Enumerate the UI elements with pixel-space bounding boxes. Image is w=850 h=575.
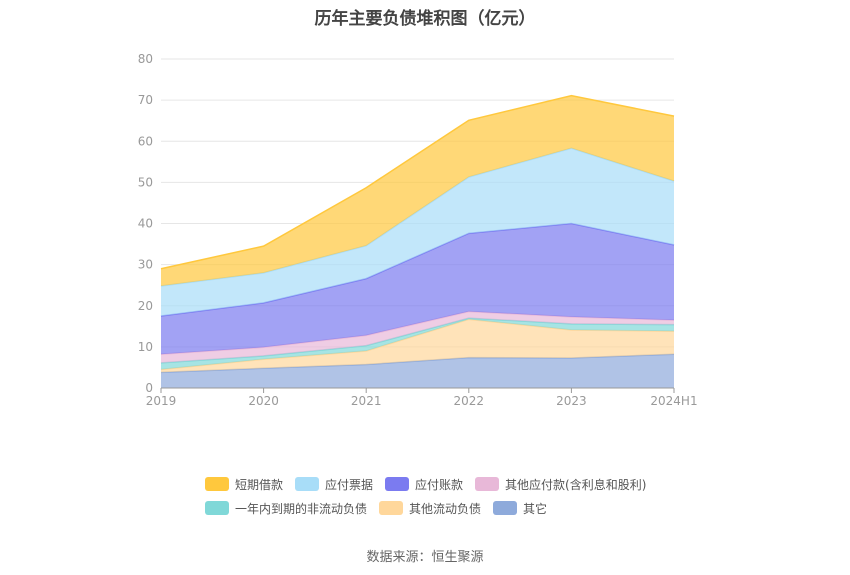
y-tick-label: 20 <box>138 299 153 313</box>
legend-swatch <box>205 477 229 491</box>
x-tick-label: 2023 <box>556 394 587 408</box>
legend: 短期借款 应付票据 应付账款 其他应付款(含利息和股利) 一年内到期的非流动负债 其他流动… <box>205 472 725 520</box>
x-tick-label: 2019 <box>146 394 177 408</box>
legend-swatch <box>295 477 320 491</box>
y-tick-label: 60 <box>138 134 153 148</box>
area-其它 <box>161 354 674 388</box>
legend-label: 其它 <box>523 501 548 516</box>
legend-label: 应付票据 <box>325 477 374 492</box>
legend-label: 其他流动负债 <box>409 501 482 516</box>
x-tick-label: 2021 <box>351 394 382 408</box>
legend-label: 短期借款 <box>235 477 284 492</box>
area-短期借款 <box>161 95 674 287</box>
y-tick-label: 70 <box>138 93 153 107</box>
legend-swatch <box>379 501 404 515</box>
y-tick-label: 50 <box>138 175 153 189</box>
legend-label: 其他应付款(含利息和股利) <box>505 477 647 492</box>
area-edge-短期借款 <box>160 94 675 270</box>
x-tick-label: 2024H1 <box>650 394 697 408</box>
axes: 0 10 20 30 40 50 60 70 80 2019 2020 2021 2022 2023 202… <box>138 52 698 408</box>
area-其他流动负债 <box>161 319 674 373</box>
legend-row: 短期借款 应付票据 应付账款 其他应付款(含利息和股利) <box>205 472 725 496</box>
legend-item[interactable]: 一年内到期的非流动负债 <box>205 500 367 517</box>
legend-label: 一年内到期的非流动负债 <box>235 501 368 516</box>
area-应付账款 <box>161 223 674 355</box>
y-tick-label: 30 <box>138 258 153 272</box>
area-应付票据 <box>161 148 674 317</box>
area-series <box>160 94 675 388</box>
legend-item[interactable]: 其它 <box>493 500 547 517</box>
x-tick-label: 2020 <box>248 394 279 408</box>
y-tick-label: 80 <box>138 52 153 66</box>
legend-row: 一年内到期的非流动负债 其他流动负债 其它 <box>205 496 725 520</box>
chart-title: 历年主要负债堆积图（亿元） <box>314 9 536 29</box>
legend-swatch <box>385 477 410 491</box>
legend-item[interactable]: 应付账款 <box>385 476 463 493</box>
area-一年内到期的非流动负债 <box>161 318 674 370</box>
x-tick-label: 2022 <box>454 394 485 408</box>
area-其他应付款(含利息和股利) <box>161 311 674 363</box>
data-source: 数据来源：恒生聚源 <box>366 550 484 565</box>
legend-swatch <box>493 501 518 515</box>
y-tick-label: 10 <box>138 340 153 354</box>
legend-item[interactable]: 其他流动负债 <box>379 500 481 517</box>
legend-swatch <box>205 501 229 515</box>
y-tick-label: 0 <box>145 381 153 395</box>
legend-label: 应付账款 <box>415 477 464 492</box>
y-tick-label: 40 <box>138 217 153 231</box>
legend-swatch <box>475 477 500 491</box>
legend-item[interactable]: 短期借款 <box>205 476 283 493</box>
legend-item[interactable]: 应付票据 <box>295 476 373 493</box>
legend-item[interactable]: 其他应付款(含利息和股利) <box>475 476 646 493</box>
